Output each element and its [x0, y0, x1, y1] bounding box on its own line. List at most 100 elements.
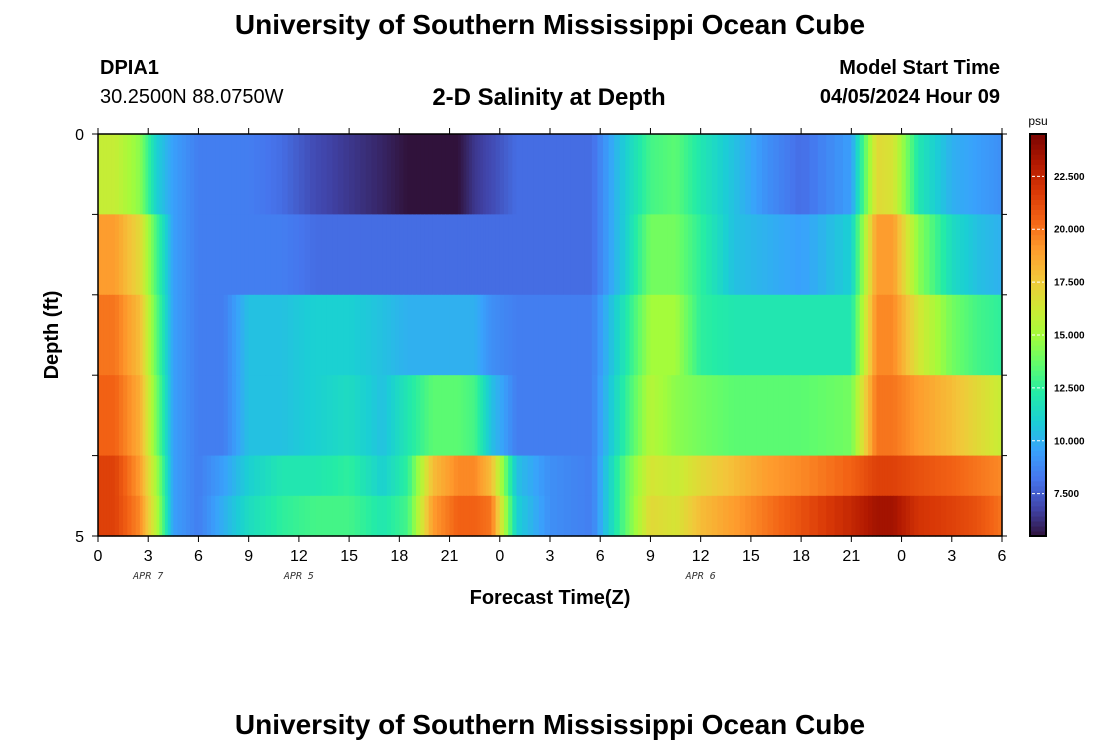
heatmap-cell	[637, 294, 643, 376]
heatmap-cell	[118, 495, 124, 537]
heatmap-cell	[985, 214, 991, 296]
heatmap-cell	[488, 294, 493, 376]
heatmap-cell	[696, 134, 702, 215]
heatmap-cell	[976, 375, 982, 457]
heatmap-cell	[227, 455, 233, 497]
heatmap-cell	[460, 455, 465, 497]
heatmap-cell	[135, 455, 141, 497]
heatmap-cell	[650, 375, 656, 457]
heatmap-cell	[488, 375, 493, 457]
heatmap-cell	[722, 455, 730, 497]
heatmap-cell	[240, 134, 246, 215]
heatmap-cell	[236, 134, 241, 215]
heatmap-cell	[789, 455, 797, 497]
heatmap-cell	[354, 455, 361, 497]
heatmap-cell	[437, 455, 442, 497]
heatmap-cell	[223, 455, 229, 497]
heatmap-cell	[156, 294, 160, 376]
heatmap-cell	[211, 375, 216, 457]
heatmap-cell	[337, 134, 345, 215]
colorbar-unit: psu	[1028, 114, 1047, 128]
heatmap-cell	[773, 375, 780, 457]
heatmap-cell	[244, 375, 250, 457]
heatmap-cell	[206, 455, 212, 497]
heatmap-cell	[976, 214, 982, 296]
heatmap-cell	[739, 495, 746, 537]
page-title: University of Southern Mississippi Ocean…	[234, 9, 866, 40]
heatmap-cell	[449, 375, 455, 457]
heatmap-cell	[801, 455, 811, 497]
heatmap-cell	[508, 495, 513, 537]
heatmap-cell	[488, 495, 493, 537]
colorbar-segment	[1030, 299, 1046, 306]
heatmap-cell	[282, 495, 289, 537]
colorbar-segment	[1030, 480, 1046, 487]
heatmap-cell	[190, 455, 195, 497]
heatmap-cell	[98, 495, 102, 537]
heatmap-cell	[177, 134, 183, 215]
heatmap-cell	[646, 294, 652, 376]
heatmap-cell	[123, 294, 128, 376]
heatmap-cell	[185, 375, 191, 457]
heatmap-cell	[495, 214, 501, 296]
heatmap-cell	[304, 134, 311, 215]
heatmap-cell	[453, 455, 459, 497]
heatmap-cell	[608, 495, 615, 537]
heatmap-cell	[884, 375, 889, 457]
heatmap-cell	[538, 495, 546, 537]
heatmap-cell	[432, 214, 438, 296]
heatmap-cell	[642, 495, 647, 537]
heatmap-cell	[293, 134, 300, 215]
heatmap-cell	[951, 134, 957, 215]
heatmap-cell	[717, 294, 724, 376]
heatmap-cell	[332, 214, 339, 296]
heatmap-cell	[223, 214, 229, 296]
heatmap-cell	[563, 495, 572, 537]
heatmap-cell	[550, 134, 558, 215]
heatmap-cell	[276, 214, 283, 296]
heatmap-cell	[951, 495, 957, 537]
heatmap-cell	[972, 134, 978, 215]
heatmap-cell	[386, 375, 392, 457]
heatmap-cell	[202, 455, 208, 497]
heatmap-cell	[254, 495, 261, 537]
heatmap-cell	[106, 375, 110, 457]
heatmap-cell	[457, 455, 462, 497]
heatmap-cell	[248, 455, 255, 497]
heatmap-cell	[940, 375, 947, 457]
x-tick-label: 15	[340, 548, 358, 565]
heatmap-cell	[734, 134, 741, 215]
heatmap-cell	[457, 495, 462, 537]
heatmap-cell	[629, 455, 635, 497]
heatmap-cell	[935, 214, 942, 296]
heatmap-cell	[503, 214, 509, 296]
heatmap-cell	[946, 214, 953, 296]
footer-title: University of Southern Mississippi Ocean…	[234, 709, 866, 740]
heatmap-cell	[711, 375, 719, 457]
heatmap-cell	[148, 455, 152, 497]
colorbar-segment	[1030, 430, 1046, 437]
heatmap-cell	[773, 495, 780, 537]
heatmap-cell	[145, 455, 149, 497]
heatmap-cell	[527, 495, 534, 537]
heatmap-cell	[270, 495, 278, 537]
heatmap-cell	[211, 214, 216, 296]
heatmap-cell	[935, 495, 942, 537]
heatmap-cell	[215, 455, 220, 497]
heatmap-cell	[614, 134, 621, 215]
heatmap-cell	[637, 455, 643, 497]
heatmap-cell	[801, 134, 811, 215]
heatmap-cell	[100, 294, 105, 376]
heatmap-cell	[538, 134, 546, 215]
heatmap-cell	[445, 214, 451, 296]
heatmap-cell	[817, 495, 827, 537]
colorbar-segment	[1030, 400, 1046, 406]
heatmap-cell	[360, 495, 367, 537]
colorbar-segment	[1030, 390, 1046, 396]
heatmap-cell	[603, 134, 610, 215]
heatmap-cell	[734, 495, 741, 537]
heatmap-cell	[449, 134, 455, 215]
heatmap-cell	[563, 455, 572, 497]
heatmap-cell	[584, 495, 593, 537]
heatmap-cell	[219, 375, 225, 457]
